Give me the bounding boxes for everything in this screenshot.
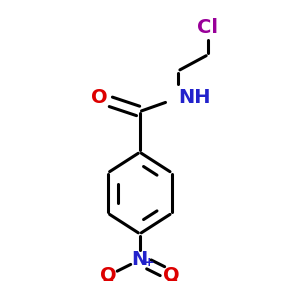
Text: −: −: [102, 273, 115, 288]
Text: O: O: [100, 266, 116, 285]
Text: −: −: [165, 273, 178, 288]
Text: NH: NH: [178, 88, 211, 107]
Text: O: O: [91, 88, 107, 107]
Text: +: +: [144, 256, 154, 269]
Text: Cl: Cl: [197, 18, 218, 37]
Text: O: O: [163, 266, 180, 285]
Text: N: N: [132, 250, 148, 269]
